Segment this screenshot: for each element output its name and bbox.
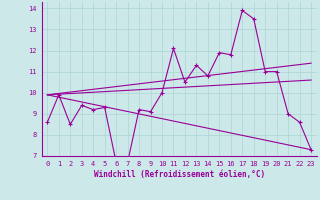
X-axis label: Windchill (Refroidissement éolien,°C): Windchill (Refroidissement éolien,°C) [94, 170, 265, 179]
